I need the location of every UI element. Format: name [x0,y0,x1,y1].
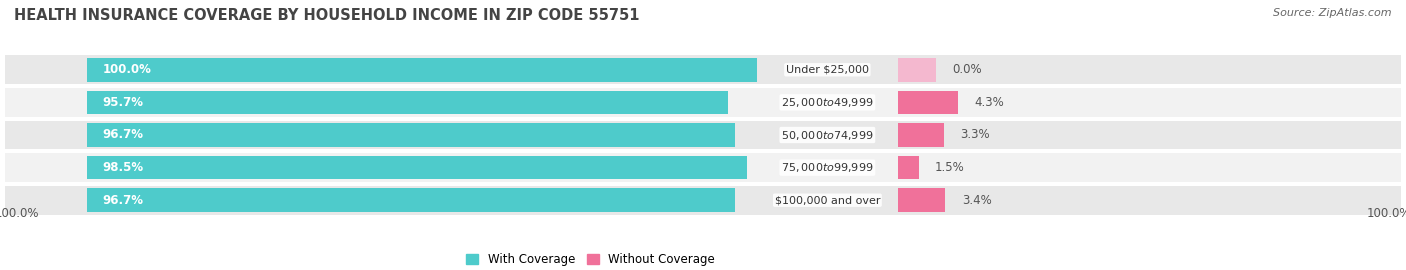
Bar [6,153,1400,182]
Bar [87,188,735,212]
Bar [87,58,756,82]
Text: 98.5%: 98.5% [103,161,143,174]
Text: $100,000 and over: $100,000 and over [775,195,880,205]
Text: 100.0%: 100.0% [103,63,152,76]
Text: $50,000 to $74,999: $50,000 to $74,999 [782,129,873,141]
Text: 0.0%: 0.0% [952,63,981,76]
Bar [6,186,1400,215]
Text: 96.7%: 96.7% [103,129,143,141]
Bar [897,91,957,114]
Text: Source: ZipAtlas.com: Source: ZipAtlas.com [1274,8,1392,18]
Bar [87,91,728,114]
Text: $75,000 to $99,999: $75,000 to $99,999 [782,161,873,174]
Text: Under $25,000: Under $25,000 [786,65,869,75]
Text: 3.4%: 3.4% [962,194,991,207]
Legend: With Coverage, Without Coverage: With Coverage, Without Coverage [461,248,720,270]
Bar [6,55,1400,84]
Text: 4.3%: 4.3% [974,96,1004,109]
Text: 3.3%: 3.3% [960,129,990,141]
Text: HEALTH INSURANCE COVERAGE BY HOUSEHOLD INCOME IN ZIP CODE 55751: HEALTH INSURANCE COVERAGE BY HOUSEHOLD I… [14,8,640,23]
Bar [6,88,1400,117]
Text: 96.7%: 96.7% [103,194,143,207]
Bar [897,188,945,212]
Text: 100.0%: 100.0% [1367,207,1406,220]
Text: 95.7%: 95.7% [103,96,143,109]
Bar [87,123,735,147]
Text: 1.5%: 1.5% [935,161,965,174]
Text: 100.0%: 100.0% [0,207,39,220]
Bar [897,58,935,82]
Bar [897,123,943,147]
Bar [6,121,1400,149]
Bar [897,156,918,179]
Bar [87,156,747,179]
Text: $25,000 to $49,999: $25,000 to $49,999 [782,96,873,109]
